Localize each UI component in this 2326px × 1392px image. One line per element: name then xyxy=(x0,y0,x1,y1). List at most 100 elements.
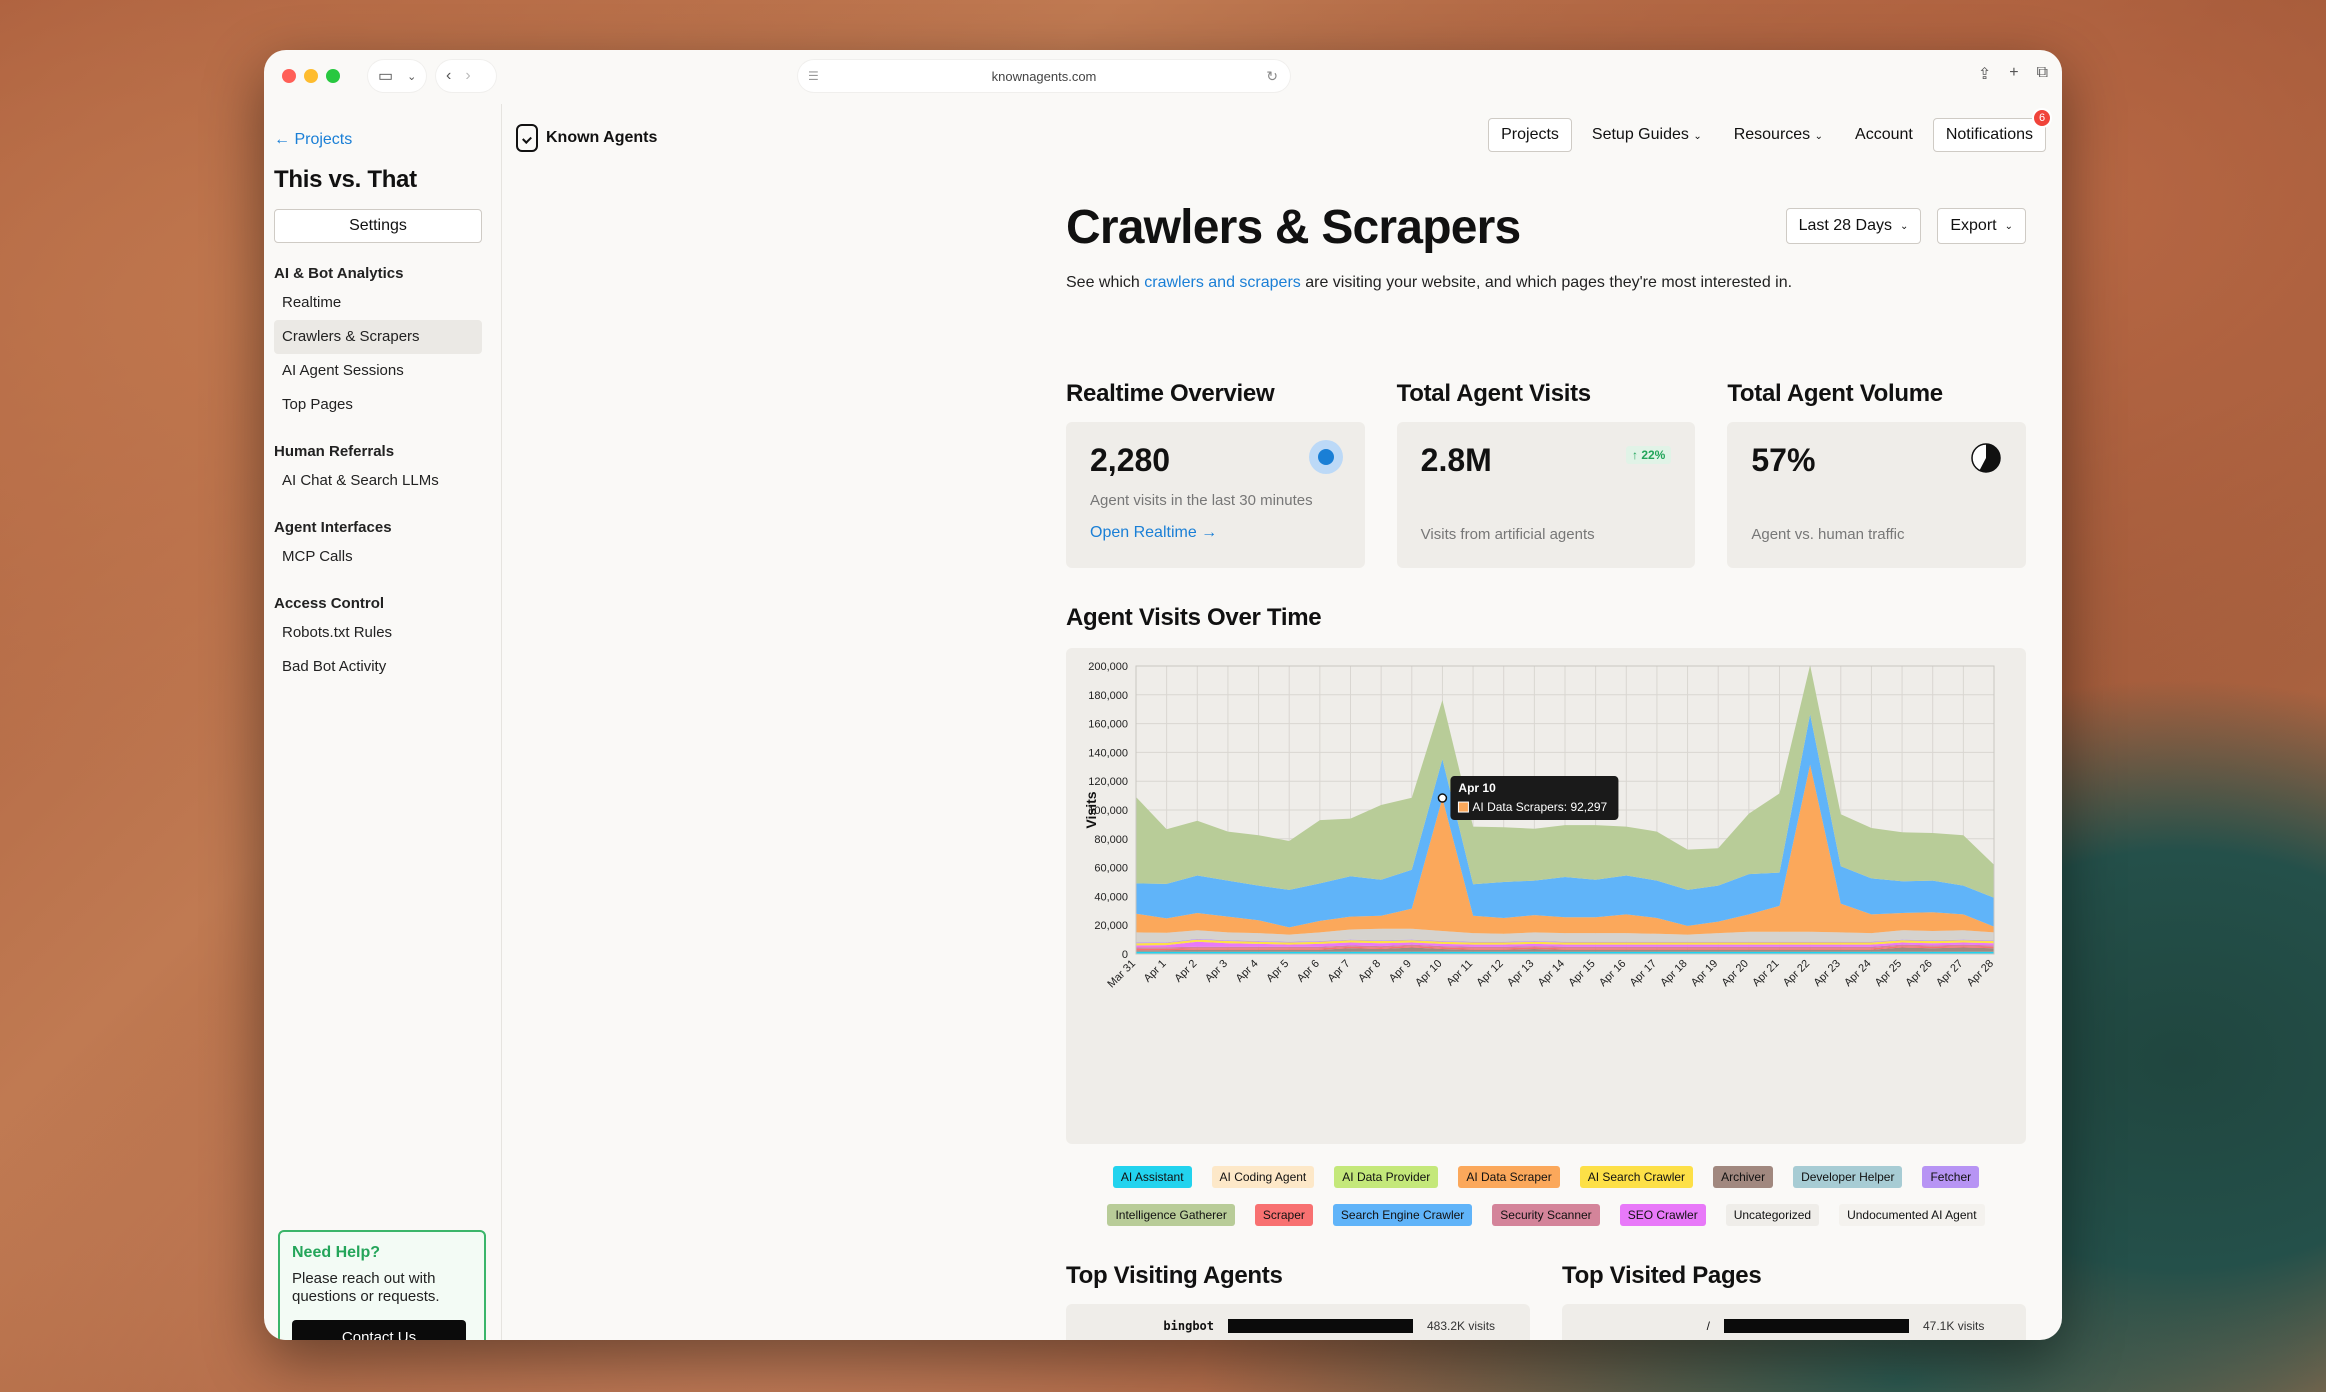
x-tick-label: Apr 24 xyxy=(1842,958,1873,989)
sidebar-item-crawlers-scrapers[interactable]: Crawlers & Scrapers xyxy=(274,320,482,354)
nav-projects-button[interactable]: Projects xyxy=(1488,118,1572,152)
agent-visits-chart[interactable]: 0 20,000 40,000 60,000 80,000 100,000 120,000 1… xyxy=(1066,648,2026,1144)
bar-card: bingbot 483.2K visits proximic363.6K visit… xyxy=(1066,1304,1530,1340)
history-nav-group: ‹ › xyxy=(436,60,496,92)
chevron-down-icon: ⌄ xyxy=(1814,131,1824,142)
back-arrow-icon[interactable]: ‹ xyxy=(446,67,452,84)
bar-row[interactable]: bingbot 483.2K visits xyxy=(1066,1314,1530,1338)
legend-item-ai-search-crawler[interactable]: AI Search Crawler xyxy=(1579,1166,1694,1188)
legend-item-fetcher[interactable]: Fetcher xyxy=(1922,1166,1980,1188)
legend-item-intelligence-gatherer[interactable]: Intelligence Gatherer xyxy=(1107,1204,1235,1226)
address-bar[interactable]: ☰ knownagents.com ↻ xyxy=(798,60,1290,92)
bar-row[interactable]: / 47.1K visits xyxy=(1562,1314,2026,1338)
x-tick-label: Apr 25 xyxy=(1873,958,1904,989)
legend-item-ai-assistant[interactable]: AI Assistant xyxy=(1112,1166,1192,1188)
close-window-button[interactable] xyxy=(282,69,296,83)
x-tick-label: Apr 4 xyxy=(1234,958,1261,985)
nav-account[interactable]: Account xyxy=(1855,126,1913,143)
subtitle-text-end: are visiting your website, and which pag… xyxy=(1300,274,1793,291)
sidebar-item-ai-agent-sessions[interactable]: AI Agent Sessions xyxy=(282,362,404,379)
bar-row[interactable]: proximic363.6K visits xyxy=(1066,1338,1530,1340)
legend-item-seo-crawler[interactable]: SEO Crawler xyxy=(1619,1204,1706,1226)
x-tick-label: Apr 19 xyxy=(1689,958,1720,989)
sidebar-item-robots-rules[interactable]: Robots.txt Rules xyxy=(282,624,393,641)
bar-card: /47.1K visits/4043.8K visits/explore1.6K… xyxy=(1562,1304,2026,1340)
chevron-down-icon: ⌄ xyxy=(1899,220,1909,232)
bar-fill xyxy=(1228,1319,1413,1333)
nav-section-access-control: Access Control Robots.txt Rules Bad Bot … xyxy=(274,592,482,684)
area-series-ai-data-scraper xyxy=(1136,764,1994,935)
reload-icon[interactable]: ↻ xyxy=(1266,67,1278,84)
x-tick-label: Apr 9 xyxy=(1387,958,1414,985)
share-icon[interactable]: ⇪ xyxy=(1977,66,1992,83)
x-tick-label: Apr 6 xyxy=(1295,958,1322,985)
nav-section-title: Access Control xyxy=(274,595,385,612)
bar-label: / xyxy=(1706,1319,1710,1333)
stat-title: Realtime Overview xyxy=(1066,380,1275,407)
toolbar-right: ⇪ + ⧉ xyxy=(1978,64,2048,84)
tooltip-date: Apr 10 xyxy=(1458,781,1496,795)
nav-resources-label: Resources xyxy=(1733,126,1811,143)
bar-track xyxy=(1228,1319,1413,1333)
notifications-wrapper: Notifications 6 xyxy=(1932,108,2052,152)
legend-item-ai-data-scraper[interactable]: AI Data Scraper xyxy=(1458,1166,1560,1188)
crawlers-scrapers-link[interactable]: crawlers and scrapers xyxy=(1144,274,1301,291)
bar-track xyxy=(1724,1319,1909,1333)
nav-resources[interactable]: Resources ⌄ xyxy=(1722,118,1835,152)
section-title: Top Visiting Agents xyxy=(1066,1262,1283,1289)
legend-item-ai-coding-agent[interactable]: AI Coding Agent xyxy=(1211,1166,1315,1188)
sidebar-toggle-icon[interactable]: ▭ xyxy=(378,68,394,85)
back-to-projects-link[interactable]: ← Projects xyxy=(274,131,353,148)
total-agent-visits: Total Agent Visits 2.8M ↑ 22% Visits fro… xyxy=(1396,380,1696,568)
sidebar-item-realtime[interactable]: Realtime xyxy=(282,294,342,311)
zoom-window-button[interactable] xyxy=(326,69,340,83)
forward-arrow-icon[interactable]: › xyxy=(465,67,471,84)
settings-button[interactable]: Settings xyxy=(274,209,482,243)
url-text: knownagents.com xyxy=(991,68,1097,84)
legend-item-developer-helper[interactable]: Developer Helper xyxy=(1793,1166,1903,1188)
page-controls: Last 28 Days ⌄ Export ⌄ xyxy=(1785,208,2026,244)
window-controls xyxy=(282,69,340,83)
brand[interactable]: Known Agents xyxy=(516,124,657,152)
legend-item-archiver[interactable]: Archiver xyxy=(1713,1166,1774,1188)
top-visiting-agents: Top Visiting Agents bingbot 483.2K visits… xyxy=(1066,1262,1530,1340)
contact-us-button[interactable]: Contact Us xyxy=(292,1320,466,1340)
page-settings-icon[interactable]: ☰ xyxy=(808,69,819,83)
stat-card: 2,280 Agent visits in the last 30 minute… xyxy=(1066,422,1365,568)
open-realtime-link[interactable]: Open Realtime → xyxy=(1090,524,1218,541)
bar-row[interactable]: /4043.8K visits xyxy=(1562,1338,2026,1340)
stat-description: Agent vs. human traffic xyxy=(1751,526,1905,543)
stat-description: Agent visits in the last 30 minutes xyxy=(1090,492,1313,509)
x-tick-label: Apr 5 xyxy=(1264,958,1291,985)
sidebar-item-top-pages[interactable]: Top Pages xyxy=(282,396,353,413)
nav-setup-guides[interactable]: Setup Guides ⌄ xyxy=(1580,118,1714,152)
x-tick-label: Apr 22 xyxy=(1781,958,1812,989)
title-bar: ▭ ⌄ ‹ › ☰ knownagents.com ↻ ⇪ + ⧉ xyxy=(264,50,2062,104)
legend-item-search-engine-crawler[interactable]: Search Engine Crawler xyxy=(1332,1204,1473,1226)
chart-legend: AI Assistant AI Coding Agent AI Data Provi… xyxy=(1066,1166,2026,1242)
sidebar-item-ai-chat-search[interactable]: AI Chat & Search LLMs xyxy=(282,472,439,489)
export-button[interactable]: Export ⌄ xyxy=(1937,208,2026,244)
nav-section-human-referrals: Human Referrals AI Chat & Search LLMs xyxy=(274,440,482,498)
sidebar-item-mcp-calls[interactable]: MCP Calls xyxy=(282,548,353,565)
notifications-button[interactable]: Notifications xyxy=(1932,118,2046,152)
sidebar-toggle-group[interactable]: ▭ ⌄ xyxy=(368,60,427,92)
y-tick-label: 200,000 xyxy=(1088,661,1128,673)
legend-row: Intelligence Gatherer Scraper Search Engin… xyxy=(1066,1204,2026,1226)
legend-item-scraper[interactable]: Scraper xyxy=(1254,1204,1313,1226)
legend-item-undocumented-ai-agent[interactable]: Undocumented AI Agent xyxy=(1839,1204,1985,1226)
nav-section-title: AI & Bot Analytics xyxy=(274,265,404,282)
notification-count-badge: 6 xyxy=(2032,108,2052,128)
legend-item-ai-data-provider[interactable]: AI Data Provider xyxy=(1334,1166,1439,1188)
x-tick-label: Apr 21 xyxy=(1750,958,1781,989)
sidebar-item-bad-bot-activity[interactable]: Bad Bot Activity xyxy=(282,658,387,675)
x-tick-label: Apr 28 xyxy=(1965,958,1996,989)
legend-item-security-scanner[interactable]: Security Scanner xyxy=(1492,1204,1600,1226)
x-tick-label: Apr 16 xyxy=(1597,958,1628,989)
minimize-window-button[interactable] xyxy=(304,69,318,83)
tab-overview-icon[interactable]: ⧉ xyxy=(2036,64,2048,81)
new-tab-icon[interactable]: + xyxy=(2009,64,2019,81)
date-range-select[interactable]: Last 28 Days ⌄ xyxy=(1785,208,1922,244)
legend-item-uncategorized[interactable]: Uncategorized xyxy=(1725,1204,1820,1226)
chevron-down-icon[interactable]: ⌄ xyxy=(407,70,417,83)
